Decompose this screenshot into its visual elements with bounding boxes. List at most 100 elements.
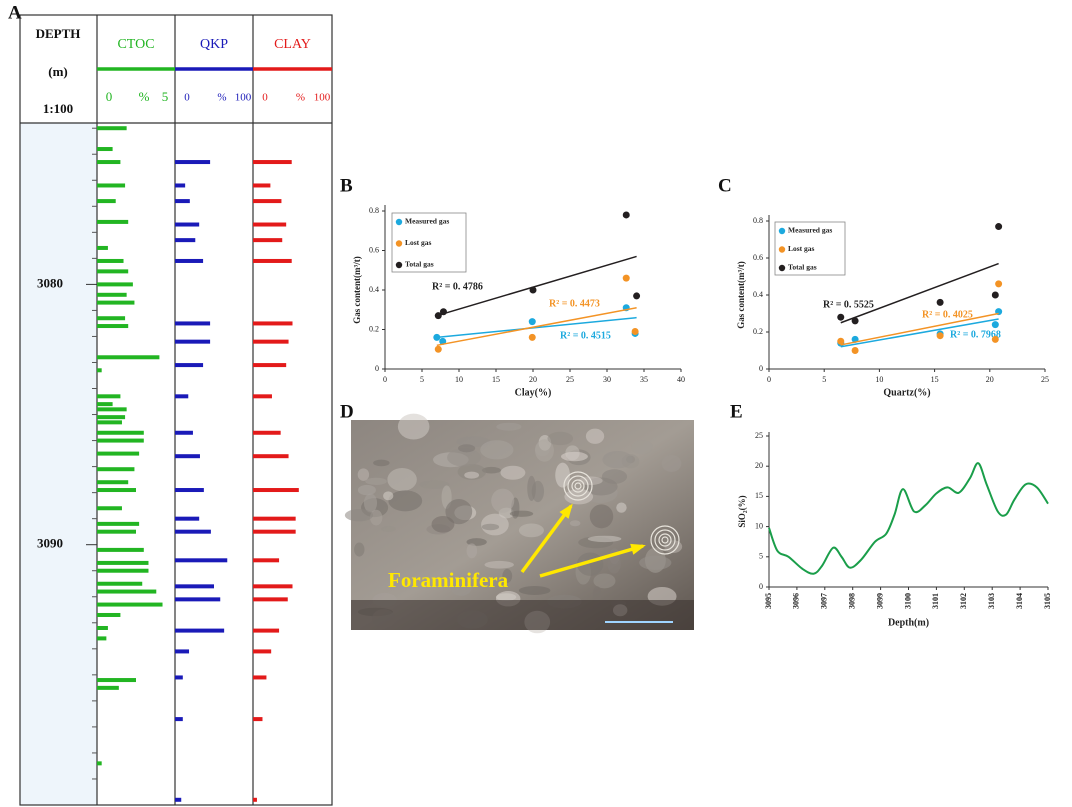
log-bar [175, 628, 225, 633]
grain [344, 509, 374, 522]
log-bar [253, 797, 257, 802]
log-bar [253, 238, 283, 243]
log-bar [253, 454, 289, 459]
grain [397, 413, 430, 440]
data-point [991, 291, 999, 299]
trend-line [840, 318, 999, 348]
grain [585, 428, 605, 444]
x-tick-label: 10 [455, 375, 463, 384]
log-bar [175, 529, 211, 534]
track-unit: % [139, 89, 150, 104]
data-point [433, 333, 441, 341]
log-bar [97, 636, 107, 641]
grain [661, 454, 682, 472]
legend-marker [778, 264, 786, 272]
trend-line [840, 262, 999, 324]
grain [491, 488, 515, 513]
grain [587, 535, 622, 543]
y-tick-label: 15 [755, 491, 763, 500]
micrograph-shadow [351, 600, 694, 630]
log-bar [253, 558, 280, 563]
log-bar [175, 258, 204, 263]
legend-label: Total gas [788, 263, 817, 272]
log-bar [97, 547, 144, 552]
log-bar [97, 488, 136, 493]
log-bar [175, 717, 183, 722]
log-bar [97, 420, 122, 425]
r-squared-label: R² = 0. 4515 [560, 330, 611, 341]
log-bar [175, 222, 200, 227]
track-name: CLAY [274, 37, 311, 52]
depth-tick-label: 3080 [37, 275, 63, 290]
legend-marker [395, 240, 403, 247]
log-bar [175, 363, 204, 368]
log-bar [175, 321, 211, 326]
y-axis-label: Gas content(m³/t) [736, 261, 746, 328]
legend-box [774, 221, 846, 276]
foraminifera-shell [571, 479, 585, 493]
log-bar [253, 649, 272, 654]
legend-marker [395, 261, 403, 269]
grain [602, 450, 633, 469]
log-bar [97, 199, 116, 204]
y-tick-label: 0.2 [753, 327, 763, 336]
data-point [622, 274, 630, 282]
log-bar [175, 394, 189, 399]
log-bar [175, 199, 190, 204]
log-bar [253, 597, 288, 602]
grain [616, 502, 627, 513]
grain [431, 516, 455, 533]
x-tick-label: 25 [1041, 375, 1049, 384]
log-bar [97, 407, 127, 412]
y-tick-label: 0.6 [369, 245, 379, 254]
grain [589, 504, 614, 529]
data-point [995, 223, 1003, 231]
log-bar [175, 675, 183, 680]
depth-header: DEPTH [36, 26, 81, 41]
log-bar [253, 516, 296, 521]
legend-marker [778, 246, 786, 253]
track-name: CTOC [117, 37, 154, 52]
log-bar [175, 649, 190, 654]
grain [631, 440, 654, 455]
grain [357, 468, 370, 481]
x-axis-label: Quartz(%) [883, 387, 930, 398]
log-bar [97, 430, 144, 435]
grain [496, 422, 522, 431]
grain [509, 510, 534, 517]
track-scale-label: 5 [162, 89, 169, 104]
depth-header: 1:100 [43, 101, 73, 116]
data-point [439, 308, 447, 316]
foraminifera-shell [563, 471, 593, 501]
log-bar [175, 454, 200, 459]
trend-line [840, 312, 999, 346]
r-squared-label: R² = 0. 4786 [432, 281, 483, 292]
track-scale-label: 0 [262, 92, 268, 104]
arrow-shaft [520, 504, 573, 574]
y-tick-label: 20 [755, 461, 763, 470]
trend-line [436, 316, 637, 339]
x-tick-label: 3105 [1043, 593, 1052, 609]
panel-letter: A [8, 2, 22, 23]
data-point [995, 280, 1003, 288]
track-name: QKP [200, 37, 228, 52]
data-point [837, 313, 845, 321]
data-point [851, 317, 859, 325]
log-bar [97, 625, 108, 630]
data-line [768, 462, 1049, 575]
log-frame [19, 14, 333, 806]
r-squared-label: R² = 0. 5525 [823, 299, 874, 310]
grain [593, 573, 616, 589]
grain [419, 480, 450, 489]
log-bar [253, 584, 293, 589]
x-tick-label: 15 [931, 375, 939, 384]
x-tick-label: 20 [986, 375, 994, 384]
grain [370, 509, 383, 526]
log-bar [175, 160, 211, 165]
log-bar [253, 321, 293, 326]
y-tick-label: 0.6 [753, 253, 763, 262]
data-point [837, 337, 845, 345]
track-unit: % [217, 92, 226, 104]
legend-marker [778, 227, 786, 235]
